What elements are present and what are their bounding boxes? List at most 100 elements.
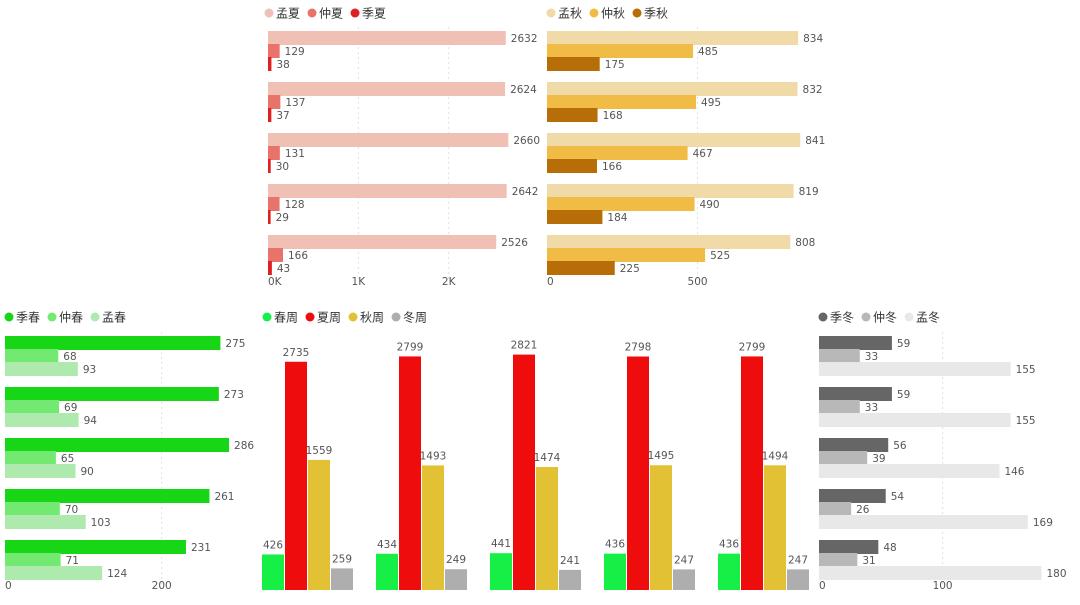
bar-spring-0-2[interactable] xyxy=(5,438,230,452)
bar-spring-2-2[interactable] xyxy=(5,464,76,478)
bar-autumn-0-2[interactable] xyxy=(547,133,801,147)
bar-spring-0-4[interactable] xyxy=(5,540,186,554)
bar-zhou-1-2[interactable] xyxy=(513,354,535,590)
bar-spring-2-1[interactable] xyxy=(5,413,79,427)
bar-spring-1-2[interactable] xyxy=(5,451,56,465)
legend-item-autumn-1[interactable]: 仲秋 xyxy=(589,7,626,21)
bar-winter-2-4[interactable] xyxy=(819,566,1042,580)
bar-zhou-2-2[interactable] xyxy=(536,466,558,590)
bar-summer-2-4[interactable] xyxy=(268,261,272,275)
bar-zhou-3-3[interactable] xyxy=(673,569,695,590)
bar-autumn-0-3[interactable] xyxy=(547,184,794,198)
bar-summer-0-1[interactable] xyxy=(268,82,506,96)
bar-winter-0-1[interactable] xyxy=(819,387,892,401)
data-label: 436 xyxy=(605,539,625,551)
data-label: 241 xyxy=(560,555,580,567)
legend-item-winter-2[interactable]: 孟冬 xyxy=(904,310,941,325)
bar-zhou-2-1[interactable] xyxy=(422,465,444,590)
bar-summer-0-4[interactable] xyxy=(268,235,497,249)
bar-spring-2-4[interactable] xyxy=(5,566,103,580)
bar-summer-1-4[interactable] xyxy=(268,248,283,262)
bar-summer-2-2[interactable] xyxy=(268,159,271,173)
bar-autumn-1-3[interactable] xyxy=(547,197,695,211)
legend-item-winter-1[interactable]: 仲冬 xyxy=(861,310,898,325)
bar-zhou-3-0[interactable] xyxy=(331,568,353,590)
bar-zhou-0-2[interactable] xyxy=(490,553,512,590)
bar-spring-1-4[interactable] xyxy=(5,553,61,567)
legend-item-autumn-2[interactable]: 季秋 xyxy=(632,7,669,21)
bar-zhou-0-0[interactable] xyxy=(262,554,284,590)
bar-autumn-1-1[interactable] xyxy=(547,95,697,109)
bar-zhou-2-4[interactable] xyxy=(764,465,786,590)
bar-winter-2-2[interactable] xyxy=(819,464,1000,478)
data-label: 56 xyxy=(893,440,907,452)
bar-summer-0-0[interactable] xyxy=(268,31,506,45)
legend-item-zhou-0[interactable]: 春周 xyxy=(262,311,299,325)
bar-autumn-2-1[interactable] xyxy=(547,108,598,122)
bar-zhou-0-1[interactable] xyxy=(376,553,398,590)
bar-autumn-1-2[interactable] xyxy=(547,146,688,160)
legend-item-summer-1[interactable]: 仲夏 xyxy=(307,7,344,21)
legend-item-summer-2[interactable]: 季夏 xyxy=(350,7,387,21)
bar-summer-0-3[interactable] xyxy=(268,184,507,198)
bar-winter-1-3[interactable] xyxy=(819,502,852,516)
bar-zhou-3-2[interactable] xyxy=(559,569,581,590)
bar-autumn-1-4[interactable] xyxy=(547,248,706,262)
bar-spring-1-1[interactable] xyxy=(5,400,60,414)
bar-summer-1-1[interactable] xyxy=(268,95,281,109)
bar-winter-2-3[interactable] xyxy=(819,515,1028,529)
bar-winter-2-0[interactable] xyxy=(819,362,1011,376)
bar-autumn-2-4[interactable] xyxy=(547,261,615,275)
bar-autumn-2-0[interactable] xyxy=(547,57,600,71)
bar-autumn-0-1[interactable] xyxy=(547,82,798,96)
bar-summer-2-0[interactable] xyxy=(268,57,272,71)
data-label: 2799 xyxy=(397,341,424,353)
legend-item-summer-0[interactable]: 孟夏 xyxy=(264,7,301,21)
bar-summer-1-0[interactable] xyxy=(268,44,280,58)
bar-winter-0-3[interactable] xyxy=(819,489,886,503)
bar-spring-1-0[interactable] xyxy=(5,349,59,363)
bar-zhou-0-4[interactable] xyxy=(718,553,740,590)
bar-zhou-2-3[interactable] xyxy=(650,465,672,590)
bar-winter-1-2[interactable] xyxy=(819,451,868,465)
bar-winter-1-1[interactable] xyxy=(819,400,860,414)
bar-spring-2-3[interactable] xyxy=(5,515,86,529)
bar-spring-0-3[interactable] xyxy=(5,489,210,503)
bar-autumn-2-2[interactable] xyxy=(547,159,597,173)
legend-item-winter-0[interactable]: 季冬 xyxy=(818,310,855,325)
legend-item-autumn-0[interactable]: 孟秋 xyxy=(546,7,583,21)
bar-winter-0-0[interactable] xyxy=(819,336,892,350)
bar-spring-2-0[interactable] xyxy=(5,362,78,376)
legend-item-zhou-2[interactable]: 秋周 xyxy=(348,311,385,325)
bar-summer-2-3[interactable] xyxy=(268,210,271,224)
bar-zhou-1-0[interactable] xyxy=(285,361,307,590)
bar-autumn-0-0[interactable] xyxy=(547,31,799,45)
bar-zhou-0-3[interactable] xyxy=(604,553,626,590)
bar-spring-1-3[interactable] xyxy=(5,502,60,516)
bar-summer-1-2[interactable] xyxy=(268,146,280,160)
bar-spring-0-0[interactable] xyxy=(5,336,221,350)
bar-winter-2-1[interactable] xyxy=(819,413,1011,427)
bar-zhou-1-3[interactable] xyxy=(627,356,649,590)
bar-winter-0-4[interactable] xyxy=(819,540,879,554)
bar-spring-0-1[interactable] xyxy=(5,387,219,401)
bar-winter-1-4[interactable] xyxy=(819,553,858,567)
legend-item-spring-0[interactable]: 季春 xyxy=(4,311,41,325)
bar-zhou-3-1[interactable] xyxy=(445,569,467,590)
bar-winter-1-0[interactable] xyxy=(819,349,860,363)
bar-zhou-1-1[interactable] xyxy=(399,356,421,590)
bar-autumn-2-3[interactable] xyxy=(547,210,603,224)
bar-winter-0-2[interactable] xyxy=(819,438,889,452)
bar-summer-1-3[interactable] xyxy=(268,197,280,211)
legend-item-zhou-3[interactable]: 冬周 xyxy=(391,310,428,325)
bar-autumn-1-0[interactable] xyxy=(547,44,694,58)
legend-item-spring-2[interactable]: 孟春 xyxy=(90,311,127,325)
bar-zhou-3-4[interactable] xyxy=(787,569,809,590)
bar-autumn-0-4[interactable] xyxy=(547,235,791,249)
legend-item-spring-1[interactable]: 仲春 xyxy=(47,311,84,325)
bar-zhou-2-0[interactable] xyxy=(308,459,330,590)
legend-item-zhou-1[interactable]: 夏周 xyxy=(305,311,342,325)
bar-summer-0-2[interactable] xyxy=(268,133,509,147)
bar-zhou-1-4[interactable] xyxy=(741,356,763,590)
bar-summer-2-1[interactable] xyxy=(268,108,272,122)
